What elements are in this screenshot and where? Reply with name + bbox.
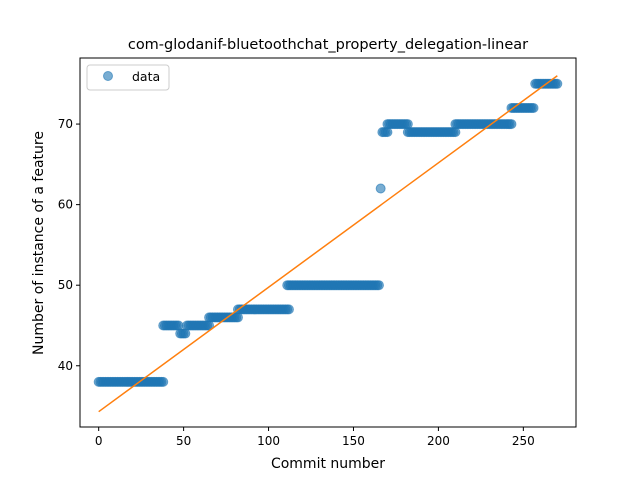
y-tick-label: 40	[58, 359, 73, 373]
y-tick-label: 60	[58, 198, 73, 212]
data-point	[375, 183, 386, 194]
x-tick-label: 50	[176, 434, 191, 448]
plot-area	[93, 75, 563, 413]
y-axis-label: Number of instance of a feature	[31, 131, 47, 355]
y-tick-label: 50	[58, 278, 73, 292]
data-point	[283, 304, 294, 315]
legend-label-data: data	[132, 69, 160, 84]
x-tick-label: 200	[427, 434, 450, 448]
plot-frame	[79, 57, 577, 428]
data-point	[158, 376, 169, 387]
chart-title: com-glodanif-bluetoothchat_property_dele…	[128, 37, 528, 53]
y-tick-label: 70	[58, 117, 73, 131]
data-point	[528, 102, 539, 113]
x-axis-label: Commit number	[271, 456, 385, 472]
data-point	[552, 78, 563, 89]
x-tick-label: 250	[512, 434, 535, 448]
legend: data	[86, 64, 170, 91]
legend-marker	[103, 71, 113, 81]
x-tick-label: 100	[257, 434, 280, 448]
y-axis: 40 50 60 70	[58, 117, 80, 373]
data-point	[373, 280, 384, 291]
x-axis: 0 50 100 150 200 250	[95, 427, 535, 448]
data-point	[506, 119, 517, 130]
fit-line	[98, 75, 558, 413]
x-tick-label: 150	[342, 434, 365, 448]
x-tick-label: 0	[95, 434, 103, 448]
